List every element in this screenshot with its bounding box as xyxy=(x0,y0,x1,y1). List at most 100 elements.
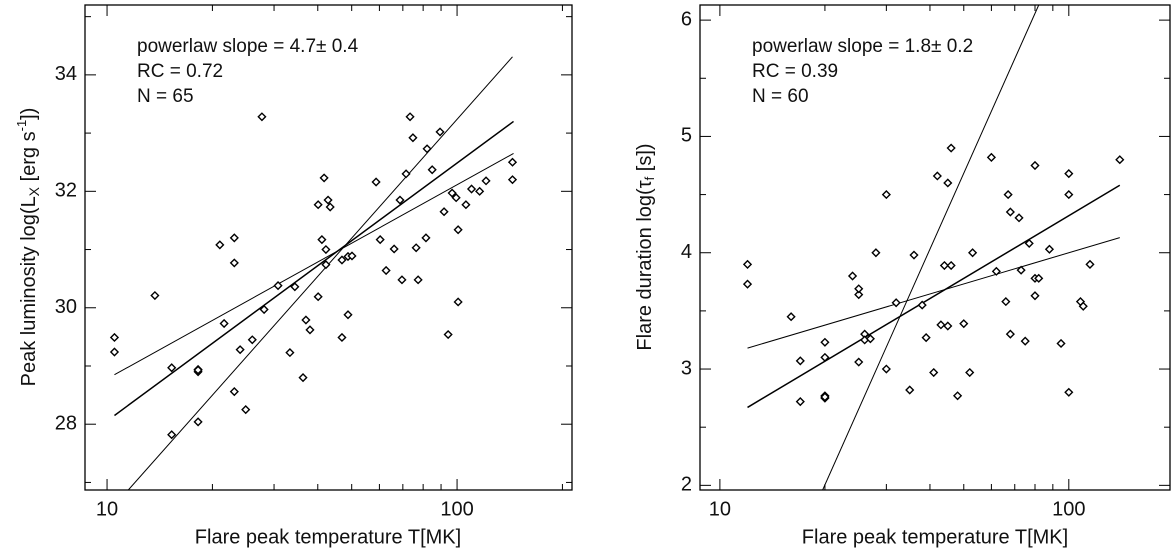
data-point xyxy=(965,367,975,378)
label-superscript: -1 xyxy=(14,120,29,132)
data-point xyxy=(881,189,891,200)
data-point xyxy=(259,304,269,315)
data-point xyxy=(461,200,471,210)
data-point xyxy=(968,248,978,258)
data-point xyxy=(343,310,353,320)
data-point xyxy=(305,325,315,335)
data-point xyxy=(475,186,485,196)
data-point xyxy=(193,365,203,375)
data-point xyxy=(219,318,229,329)
data-point xyxy=(991,266,1001,276)
label-subscript: X xyxy=(26,186,42,196)
data-point xyxy=(932,171,942,181)
data-point xyxy=(1085,259,1095,269)
data-point xyxy=(1024,238,1034,249)
data-point xyxy=(854,290,864,300)
data-point xyxy=(986,152,996,162)
data-point xyxy=(150,290,160,301)
data-point xyxy=(1003,189,1013,200)
data-point xyxy=(389,244,399,254)
data-point xyxy=(881,364,891,374)
data-point xyxy=(795,356,805,366)
y-tick-label: 6 xyxy=(681,8,692,30)
fit-line xyxy=(114,153,514,376)
data-point xyxy=(742,279,753,289)
data-point xyxy=(408,133,418,143)
y-tick-label: 3 xyxy=(681,357,692,379)
y-tick-label: 32 xyxy=(55,180,77,202)
label-part: Flare duration log(τ xyxy=(634,180,656,350)
y-axis-label: Peak luminosity log(LX [erg s-1]) xyxy=(14,108,41,387)
data-point xyxy=(290,282,300,292)
data-point xyxy=(742,259,753,269)
data-point xyxy=(298,373,308,383)
data-point xyxy=(215,240,225,250)
label-part: [erg s xyxy=(18,131,40,187)
data-point xyxy=(909,250,919,260)
data-point xyxy=(795,397,805,407)
data-point xyxy=(854,284,864,294)
annotation: RC = 0.39 xyxy=(752,61,838,82)
y-tick-label: 4 xyxy=(681,241,692,263)
x-axis-label: Flare peak temperature T[MK] xyxy=(802,526,1068,548)
fit-line xyxy=(747,237,1120,349)
data-point xyxy=(453,225,463,235)
data-point xyxy=(921,333,931,343)
data-point xyxy=(413,275,423,285)
y-tick-label: 5 xyxy=(681,125,692,147)
data-point xyxy=(1001,296,1011,307)
data-point xyxy=(451,193,461,203)
data-point xyxy=(871,248,881,258)
label-part: ]) xyxy=(18,108,40,120)
annotation: powerlaw slope = 1.8± 0.2 xyxy=(752,36,973,57)
data-point xyxy=(507,175,518,185)
data-point xyxy=(1044,244,1055,254)
data-point xyxy=(435,127,445,137)
fit-line xyxy=(127,56,513,490)
data-point xyxy=(820,352,830,362)
data-point xyxy=(1056,338,1066,349)
data-point xyxy=(109,332,120,343)
data-point xyxy=(301,315,311,325)
data-point xyxy=(939,260,949,271)
data-point xyxy=(1014,213,1024,223)
data-point xyxy=(321,260,331,270)
data-point xyxy=(1115,155,1125,165)
x-tick-label: 100 xyxy=(1052,498,1085,520)
y-tick-label: 28 xyxy=(55,412,77,434)
data-point xyxy=(405,112,415,122)
fit-line xyxy=(114,120,514,417)
data-point xyxy=(375,235,385,245)
data-point xyxy=(247,335,257,345)
fit-line xyxy=(822,5,1040,490)
data-point xyxy=(952,391,963,401)
data-point xyxy=(422,144,432,154)
data-point xyxy=(313,200,323,210)
data-point xyxy=(257,112,267,122)
data-point xyxy=(325,202,335,212)
data-point xyxy=(1030,291,1040,301)
x-tick-label: 100 xyxy=(440,498,473,520)
data-point xyxy=(401,169,411,179)
data-point xyxy=(447,188,457,198)
data-point xyxy=(337,255,347,265)
data-point xyxy=(397,275,407,285)
data-point xyxy=(1064,387,1074,397)
data-point xyxy=(786,312,796,322)
data-point xyxy=(443,329,453,340)
x-tick-label: 10 xyxy=(96,498,118,520)
data-point xyxy=(1016,265,1026,275)
data-point xyxy=(235,345,245,355)
annotation: N = 65 xyxy=(137,86,194,107)
plot-frame xyxy=(84,4,573,491)
data-point xyxy=(946,143,956,153)
data-point xyxy=(917,300,927,310)
x-tick-label: 10 xyxy=(709,498,731,520)
data-point xyxy=(337,332,347,343)
data-point xyxy=(273,281,283,291)
data-point xyxy=(229,233,239,243)
data-point xyxy=(395,195,405,205)
data-point xyxy=(507,157,518,167)
data-point xyxy=(371,177,381,187)
